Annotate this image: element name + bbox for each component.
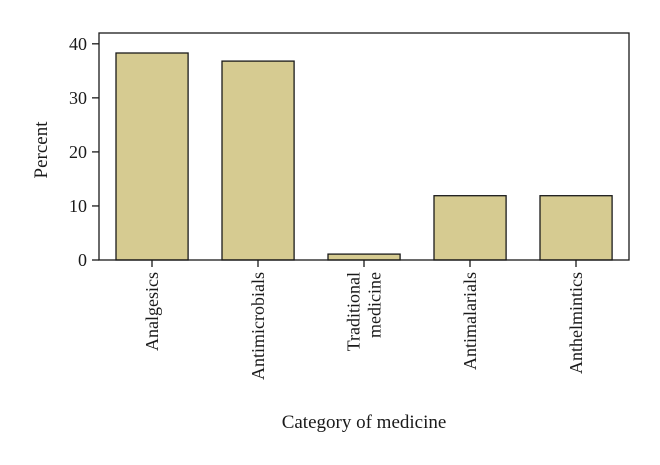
x-axis-title: Category of medicine <box>282 412 447 433</box>
y-tick-label-3: 30 <box>69 88 87 108</box>
bars-layer <box>115 52 613 261</box>
y-tick-label-0: 0 <box>78 250 87 270</box>
bar-4 <box>539 195 613 261</box>
x-category-label-1: Antimicrobials <box>248 272 268 380</box>
y-tick-label-4: 40 <box>69 34 87 54</box>
x-axis: Analgesics Antimicrobials Traditional medic… <box>142 260 586 380</box>
y-axis: 0 10 20 30 40 <box>69 34 99 270</box>
x-category-label-2-line-1: medicine <box>365 272 385 338</box>
y-tick-label-2: 20 <box>69 142 87 162</box>
bar-2 <box>327 253 401 261</box>
bar-0 <box>115 52 189 261</box>
y-tick-label-1: 10 <box>69 196 87 216</box>
bar-1 <box>221 60 295 261</box>
y-axis-title: Percent <box>31 121 52 179</box>
bar-3 <box>433 195 507 261</box>
x-category-label-0: Analgesics <box>142 272 162 351</box>
x-category-label-3: Antimalarials <box>460 272 480 370</box>
x-category-label-4: Anthelmintics <box>566 272 586 374</box>
x-category-label-2-line-0: Traditional <box>344 272 364 351</box>
